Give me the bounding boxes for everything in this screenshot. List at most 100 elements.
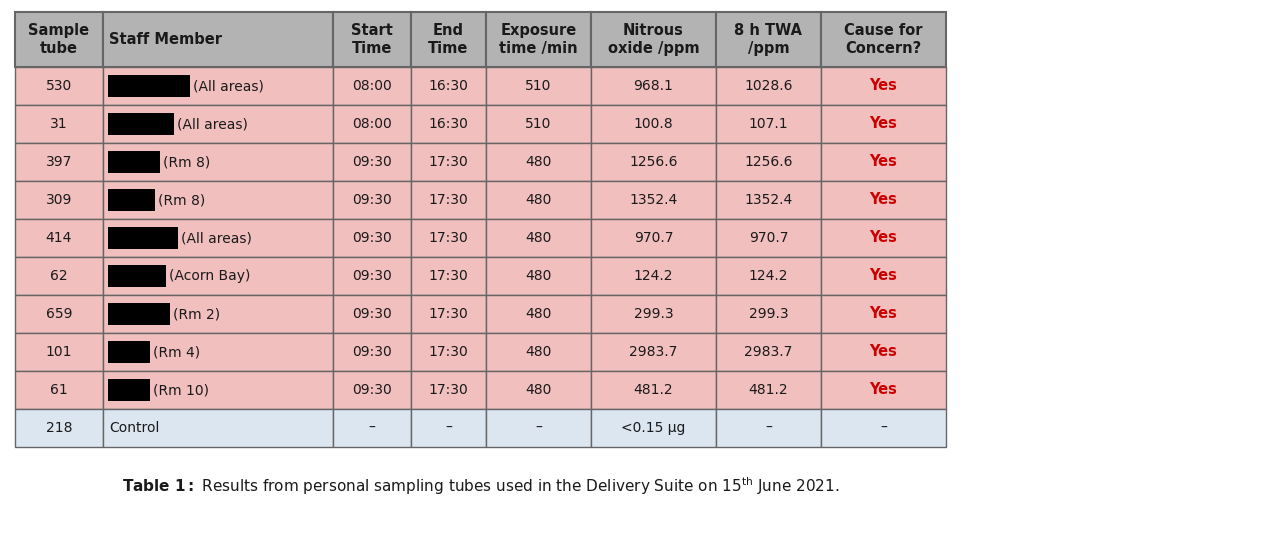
- Bar: [15, 181, 102, 219]
- Text: 09:30: 09:30: [352, 269, 392, 283]
- Text: $\mathbf{Table\ 1:}$ Results from personal sampling tubes used in the Delivery S: $\mathbf{Table\ 1:}$ Results from person…: [122, 475, 840, 497]
- Bar: [108, 341, 150, 363]
- Text: (Rm 8): (Rm 8): [157, 193, 205, 207]
- Bar: [333, 257, 411, 295]
- Bar: [591, 181, 716, 219]
- Bar: [486, 219, 591, 257]
- Text: 09:30: 09:30: [352, 307, 392, 321]
- Bar: [591, 12, 716, 67]
- Bar: [411, 409, 486, 447]
- Text: 397: 397: [46, 155, 72, 169]
- Bar: [15, 12, 102, 67]
- Bar: [15, 295, 102, 333]
- Text: 480: 480: [525, 193, 552, 207]
- Text: Yes: Yes: [869, 231, 897, 245]
- Bar: [591, 67, 716, 105]
- Text: End
Time: End Time: [429, 24, 468, 55]
- Bar: [411, 143, 486, 181]
- Text: 17:30: 17:30: [429, 231, 468, 245]
- Text: 08:00: 08:00: [352, 117, 392, 131]
- Bar: [102, 295, 333, 333]
- Bar: [716, 409, 820, 447]
- Bar: [716, 257, 820, 295]
- Bar: [411, 371, 486, 409]
- Text: 61: 61: [50, 383, 68, 397]
- Text: Yes: Yes: [869, 306, 897, 321]
- Bar: [820, 181, 946, 219]
- Text: Start
Time: Start Time: [351, 24, 393, 55]
- Text: Yes: Yes: [869, 268, 897, 283]
- Text: (All areas): (All areas): [177, 117, 248, 131]
- Text: Yes: Yes: [869, 155, 897, 170]
- Text: 17:30: 17:30: [429, 155, 468, 169]
- Bar: [108, 113, 174, 135]
- Bar: [486, 371, 591, 409]
- Bar: [411, 105, 486, 143]
- Bar: [108, 189, 155, 211]
- Text: 480: 480: [525, 231, 552, 245]
- Text: 100.8: 100.8: [634, 117, 673, 131]
- Text: 16:30: 16:30: [429, 79, 468, 93]
- Text: Cause for
Concern?: Cause for Concern?: [845, 24, 923, 55]
- Bar: [15, 371, 102, 409]
- Bar: [820, 295, 946, 333]
- Bar: [108, 303, 170, 325]
- Text: Yes: Yes: [869, 78, 897, 94]
- Text: Control: Control: [109, 421, 160, 435]
- Bar: [486, 12, 591, 67]
- Text: (All areas): (All areas): [180, 231, 252, 245]
- Text: Yes: Yes: [869, 193, 897, 208]
- Text: –: –: [881, 421, 887, 435]
- Text: Exposure
time /min: Exposure time /min: [499, 24, 577, 55]
- Bar: [591, 143, 716, 181]
- Text: 659: 659: [46, 307, 72, 321]
- Bar: [15, 409, 102, 447]
- Bar: [411, 12, 486, 67]
- Bar: [486, 67, 591, 105]
- Text: 1352.4: 1352.4: [745, 193, 792, 207]
- Bar: [820, 143, 946, 181]
- Bar: [411, 257, 486, 295]
- Bar: [108, 151, 160, 173]
- Bar: [820, 105, 946, 143]
- Text: 218: 218: [46, 421, 72, 435]
- Bar: [102, 181, 333, 219]
- Bar: [108, 379, 150, 401]
- Text: (Rm 10): (Rm 10): [154, 383, 209, 397]
- Text: Sample
tube: Sample tube: [28, 24, 90, 55]
- Text: –: –: [445, 421, 452, 435]
- Text: (Rm 2): (Rm 2): [173, 307, 220, 321]
- Bar: [102, 371, 333, 409]
- Text: 62: 62: [50, 269, 68, 283]
- Bar: [820, 219, 946, 257]
- Bar: [591, 105, 716, 143]
- Bar: [102, 219, 333, 257]
- Text: 2983.7: 2983.7: [744, 345, 792, 359]
- Bar: [716, 181, 820, 219]
- Text: 1028.6: 1028.6: [744, 79, 792, 93]
- Bar: [108, 265, 166, 287]
- Bar: [102, 105, 333, 143]
- Bar: [102, 12, 333, 67]
- Text: 480: 480: [525, 155, 552, 169]
- Bar: [102, 257, 333, 295]
- Bar: [411, 67, 486, 105]
- Text: 480: 480: [525, 383, 552, 397]
- Bar: [716, 67, 820, 105]
- Bar: [102, 409, 333, 447]
- Bar: [820, 371, 946, 409]
- Bar: [716, 371, 820, 409]
- Text: 09:30: 09:30: [352, 345, 392, 359]
- Bar: [591, 333, 716, 371]
- Text: 124.2: 124.2: [634, 269, 673, 283]
- Text: 09:30: 09:30: [352, 193, 392, 207]
- Bar: [411, 219, 486, 257]
- Bar: [102, 333, 333, 371]
- Bar: [716, 219, 820, 257]
- Text: 17:30: 17:30: [429, 345, 468, 359]
- Text: 2983.7: 2983.7: [630, 345, 677, 359]
- Bar: [411, 295, 486, 333]
- Text: (Acorn Bay): (Acorn Bay): [169, 269, 251, 283]
- Bar: [333, 219, 411, 257]
- Text: 17:30: 17:30: [429, 193, 468, 207]
